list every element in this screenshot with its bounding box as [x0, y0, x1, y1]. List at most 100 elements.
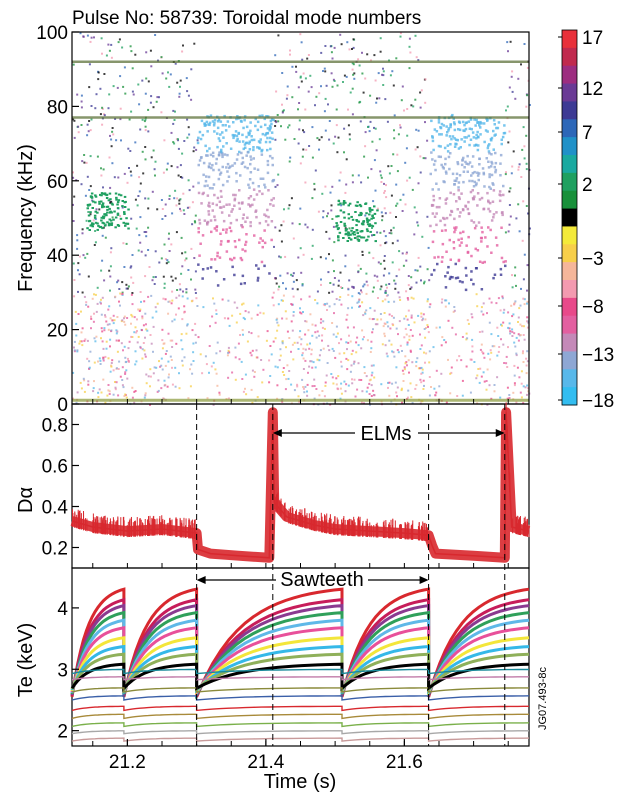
spectrogram-point — [87, 380, 90, 383]
spectrogram-point — [196, 305, 199, 307]
band-point — [481, 261, 484, 264]
spectrogram-point — [507, 326, 510, 329]
spectrogram-point — [301, 354, 304, 357]
spectrogram-point — [507, 50, 509, 53]
spectrogram-point — [103, 114, 106, 117]
band-point — [441, 242, 445, 246]
spectrogram-point — [107, 43, 110, 46]
spectrogram-point — [526, 350, 529, 353]
spectrogram-point — [81, 232, 84, 235]
spectrogram-point — [128, 167, 130, 169]
spectrogram-point — [447, 358, 449, 361]
spectrogram-point — [285, 317, 288, 320]
spectrogram-point — [379, 313, 382, 315]
spectrogram-point — [141, 118, 144, 121]
band-point — [264, 123, 267, 127]
spectrogram-point — [112, 133, 115, 136]
band-point — [198, 254, 201, 257]
spectrogram-point — [324, 381, 327, 384]
spectrogram-point — [422, 388, 425, 390]
te-tick-label: 3 — [57, 660, 68, 681]
band-point — [449, 152, 452, 155]
spectrogram-point — [340, 338, 343, 341]
spectrogram-point — [300, 80, 303, 83]
band-point — [210, 258, 213, 261]
spectrogram-point — [324, 384, 327, 387]
spectrogram-point — [471, 350, 474, 353]
spectrogram-point — [272, 340, 275, 343]
spectrogram-point — [414, 34, 417, 37]
spectrogram-point — [365, 280, 368, 283]
spectrogram-point — [385, 184, 387, 187]
spectrogram-point — [106, 323, 109, 326]
spectrogram-point — [152, 350, 154, 353]
spectrogram-point — [327, 271, 330, 274]
spectrogram-point — [405, 315, 407, 318]
spectrogram-point — [428, 306, 431, 309]
spectrogram-point — [396, 349, 399, 351]
spectrogram-point — [172, 109, 175, 112]
band-point — [216, 254, 219, 258]
spectrogram-point — [299, 33, 302, 36]
mode-cluster-point — [116, 212, 120, 215]
mode-cluster-point — [343, 224, 347, 227]
band-point — [258, 241, 261, 244]
band-point — [449, 125, 452, 129]
spectrogram-point — [310, 348, 313, 351]
spectrogram-point — [400, 387, 403, 390]
spectrogram-point — [73, 295, 76, 298]
band-point — [229, 147, 233, 150]
band-point — [256, 168, 260, 171]
spectrogram-point — [339, 397, 342, 400]
band-point — [490, 251, 493, 254]
band-point — [244, 141, 248, 145]
spectrogram-point — [104, 355, 107, 358]
spectrogram-point — [227, 299, 230, 302]
spectrogram-point — [299, 162, 302, 165]
spectrogram-point — [407, 389, 410, 392]
spectrogram-point — [168, 85, 171, 88]
spectrogram-point — [287, 377, 290, 380]
spectrogram-point — [344, 191, 347, 194]
band-point — [445, 125, 448, 128]
spectrogram-point — [420, 344, 423, 347]
spectrogram-point — [515, 217, 518, 220]
spectrogram-point — [73, 349, 76, 352]
spectrogram-point — [141, 348, 144, 351]
spectrogram-point — [268, 381, 271, 384]
spectrogram-point — [347, 307, 350, 310]
spectrogram-point — [130, 313, 133, 316]
band-point — [457, 147, 461, 150]
dalpha-tick-label: 0.6 — [42, 457, 68, 478]
spectrogram-point — [101, 296, 104, 299]
mode-cluster-point — [359, 205, 363, 208]
band-point — [233, 162, 237, 165]
band-point — [208, 121, 212, 125]
spectrogram-point — [477, 368, 480, 370]
band-point — [499, 267, 503, 271]
spectrogram-point — [516, 366, 519, 369]
band-point — [475, 118, 478, 122]
band-point — [222, 205, 226, 208]
band-point — [490, 219, 494, 222]
spectrogram-point — [409, 350, 412, 353]
band-point — [465, 162, 468, 165]
band-point — [430, 273, 433, 276]
spectrogram-point — [405, 251, 408, 254]
spectrogram-point — [186, 297, 189, 300]
band-point — [463, 123, 466, 127]
band-point — [255, 264, 258, 267]
spectrogram-point — [144, 197, 147, 200]
spectrogram-point — [161, 208, 164, 210]
spectrogram-point — [212, 403, 215, 406]
spectrogram-point — [351, 295, 354, 298]
band-point — [197, 227, 200, 230]
band-point — [270, 198, 273, 202]
band-point — [467, 163, 470, 166]
spectrogram-point — [216, 384, 219, 387]
band-point — [269, 203, 272, 206]
band-point — [465, 244, 468, 247]
spectrogram-point — [127, 285, 130, 288]
mode-cluster-point — [372, 217, 375, 219]
spectrogram-point — [486, 403, 489, 406]
